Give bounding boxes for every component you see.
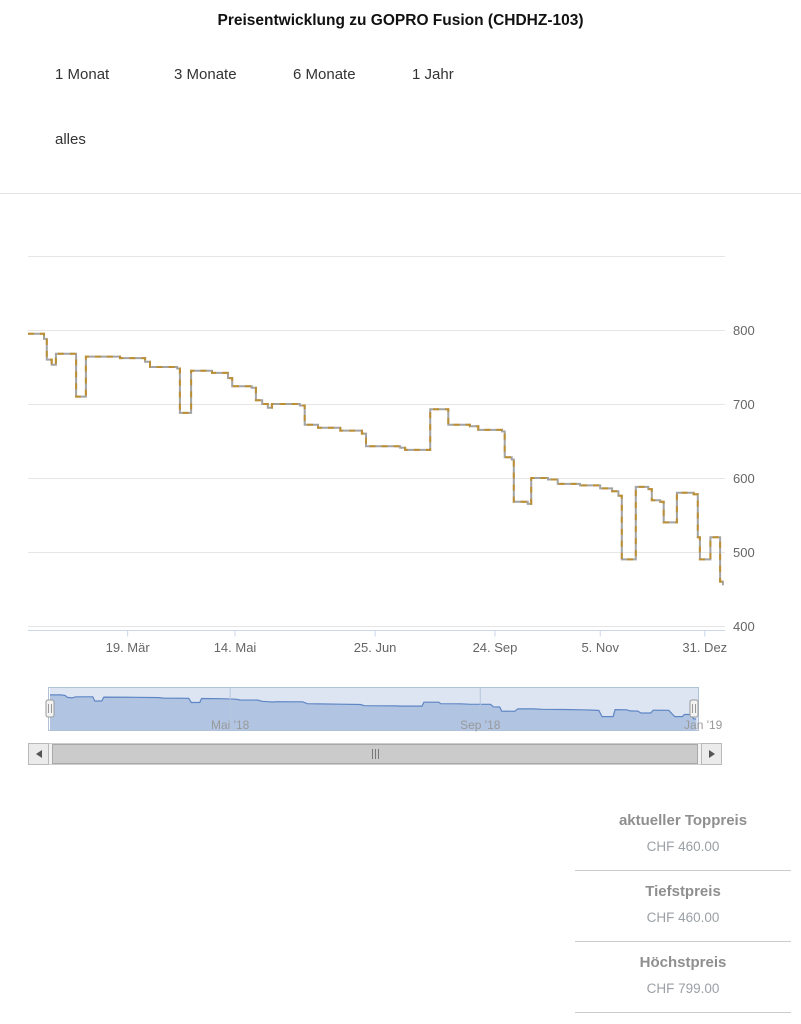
page-title: Preisentwicklung zu GOPRO Fusion (CHDHZ-… [217, 12, 584, 29]
y-axis-label: 800 [733, 323, 755, 338]
lowest-price-value: CHF 460.00 [646, 910, 720, 925]
y-axis-label: 400 [733, 619, 755, 634]
x-axis-label: 19. Mär [106, 640, 151, 655]
x-axis-label: 24. Sep [473, 640, 518, 655]
y-axis-label: 600 [733, 471, 755, 486]
navigator-selected-range[interactable] [50, 687, 698, 731]
navigator-area [50, 694, 697, 731]
range-button-6-monate[interactable]: 6 Monate [293, 66, 356, 83]
scrollbar-thumb[interactable] [52, 744, 698, 764]
range-button-1-jahr[interactable]: 1 Jahr [412, 66, 454, 83]
grip-icon [371, 749, 379, 759]
price-series-base [28, 332, 724, 586]
scrollbar-left-button[interactable] [28, 743, 49, 765]
arrow-left-icon [35, 750, 42, 758]
range-selector: 1 Monat 3 Monate 6 Monate 1 Jahr [55, 66, 531, 83]
scrollbar-right-button[interactable] [701, 743, 722, 765]
chart-scrollbar[interactable] [28, 743, 722, 765]
navigator-handle-right[interactable] [689, 699, 699, 718]
range-button-3-monate[interactable]: 3 Monate [174, 66, 237, 83]
highest-price-label: Höchstpreis [639, 954, 727, 971]
y-axis-label: 700 [733, 397, 755, 412]
current-top-price-section: aktueller Toppreis CHF 460.00 [575, 800, 791, 870]
navigator-label: Sep '18 [460, 718, 501, 732]
top-price-value: CHF 460.00 [646, 839, 720, 854]
navigator-label: Mai '18 [211, 718, 250, 732]
highest-price-section: Höchstpreis CHF 799.00 [575, 941, 791, 1012]
price-summary-panel: aktueller Toppreis CHF 460.00 Tiefstprei… [575, 800, 791, 1013]
navigator-line [50, 694, 697, 720]
x-axis-label: 31. Dez [682, 640, 727, 655]
price-chart[interactable]: 400 500 600 700 800 19. Mär 14. Mai 25. Jun 24. … [0, 195, 801, 670]
scrollbar-track[interactable] [49, 743, 701, 765]
top-price-label: aktueller Toppreis [618, 812, 748, 829]
range-button-1-monat[interactable]: 1 Monat [55, 66, 110, 83]
lowest-price-section: Tiefstpreis CHF 460.00 [575, 870, 791, 941]
lowest-price-label: Tiefstpreis [645, 883, 721, 900]
x-axis-label: 5. Nov [581, 640, 619, 655]
navigator-label: Jan '19 [684, 718, 723, 732]
x-axis-label: 25. Jun [354, 640, 397, 655]
chart-navigator[interactable]: Mai '18 Sep '18 Jan '19 [0, 685, 801, 741]
x-axis-label: 14. Mai [214, 640, 257, 655]
highest-price-value: CHF 799.00 [646, 981, 720, 996]
navigator-handle-left[interactable] [45, 699, 55, 718]
arrow-right-icon [708, 750, 715, 758]
price-series[interactable] [28, 332, 724, 586]
header-divider [0, 193, 801, 194]
range-button-alles[interactable]: alles [55, 131, 86, 148]
y-axis-label: 500 [733, 545, 755, 560]
